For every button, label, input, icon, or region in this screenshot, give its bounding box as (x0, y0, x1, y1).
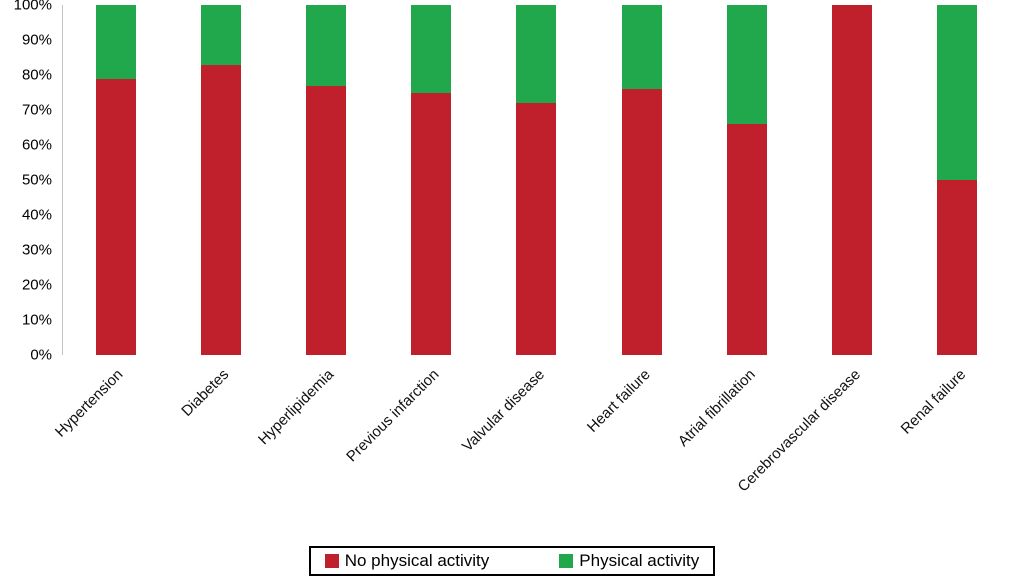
x-tick-label: Diabetes (178, 366, 233, 420)
bar-stack (832, 5, 873, 355)
bar-segment (621, 5, 662, 89)
bar-stack (726, 5, 767, 355)
bar-segment (937, 180, 978, 355)
bar-segment (200, 64, 241, 355)
bar-slot (905, 5, 1010, 355)
x-label-slot: Renal failure (898, 358, 1010, 518)
bar-slot (800, 5, 905, 355)
bar-segment (306, 5, 347, 86)
bar-stack (95, 5, 136, 355)
y-tick-label: 40% (21, 206, 52, 224)
bar-segment (726, 124, 767, 355)
bar-segment (95, 78, 136, 355)
bar-slot (63, 5, 168, 355)
y-tick-label: 90% (21, 31, 52, 49)
bar-slot (168, 5, 273, 355)
legend-item: Physical activity (559, 551, 699, 571)
bar-segment (937, 5, 978, 180)
legend-swatch (324, 554, 339, 568)
plot-area (62, 5, 1010, 355)
bar-slot (484, 5, 589, 355)
bar-segment (411, 5, 452, 93)
y-tick-label: 20% (21, 276, 52, 294)
bar-stack (516, 5, 557, 355)
bar-stack (411, 5, 452, 355)
bar-segment (832, 5, 873, 355)
bar-segment (411, 92, 452, 355)
bar-slot (273, 5, 378, 355)
bar-stack (306, 5, 347, 355)
bar-stack (200, 5, 241, 355)
bar-slot (694, 5, 799, 355)
bar-slot (589, 5, 694, 355)
y-tick-label: 70% (21, 101, 52, 119)
y-tick-label: 30% (21, 241, 52, 259)
y-tick-label: 60% (21, 136, 52, 154)
y-tick-label: 10% (21, 311, 52, 329)
bar-segment (621, 89, 662, 355)
x-label-slot: Cerebrovascular disease (735, 358, 904, 518)
x-axis-labels: Hypertension Diabetes Hyperlipidemia Previo… (52, 358, 1010, 518)
bar-segment (726, 5, 767, 124)
bar-segment (200, 5, 241, 65)
bar-slot (379, 5, 484, 355)
x-label-slot: Hypertension (52, 358, 167, 518)
legend-item: No physical activity (324, 551, 490, 571)
legend-swatch (559, 554, 574, 568)
y-tick-label: 0% (30, 346, 52, 364)
legend-label: Physical activity (579, 551, 700, 570)
x-tick-label: Hypertension (52, 366, 127, 441)
bar-segment (516, 103, 557, 355)
bar-stack (937, 5, 978, 355)
legend: No physical activity Physical activity (0, 546, 1024, 576)
y-tick-label: 50% (21, 171, 52, 189)
legend-label: No physical activity (344, 551, 490, 570)
bar-segment (95, 5, 136, 79)
bar-segment (306, 85, 347, 355)
bar-stack (621, 5, 662, 355)
bar-segment (516, 5, 557, 103)
y-tick-label: 80% (21, 66, 52, 84)
x-tick-label: Renal failure (897, 366, 970, 438)
y-axis: 100% 90% 80% 70% 60% 50% 40% 30% 20% 10% 0% (0, 0, 56, 364)
y-tick-label: 100% (13, 0, 52, 14)
x-label-slot: Valvular disease (459, 358, 588, 518)
legend-box: No physical activity Physical activity (308, 546, 716, 576)
x-tick-label: Heart failure (583, 366, 654, 436)
